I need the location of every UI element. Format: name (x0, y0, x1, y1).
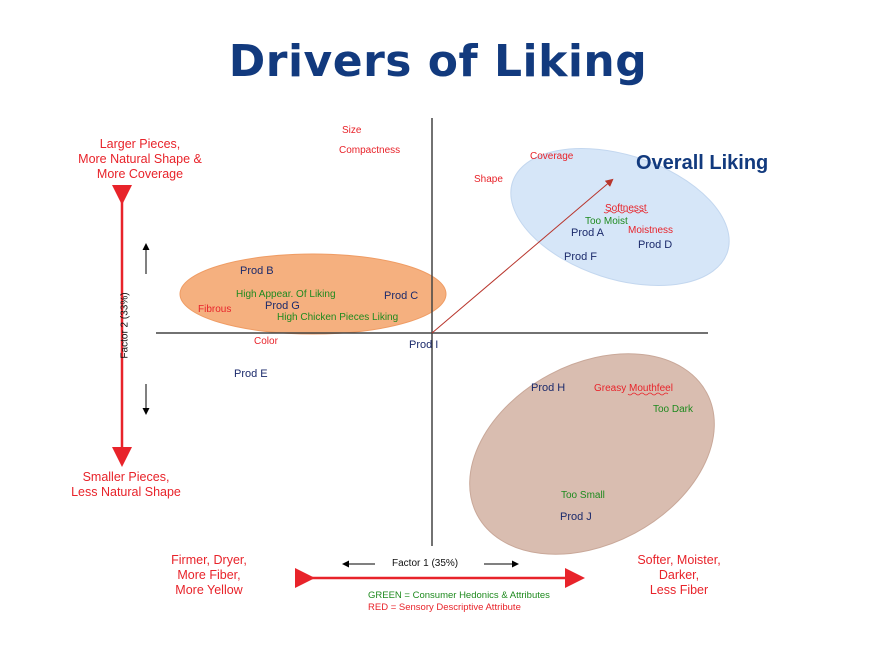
prod-g: Prod G (265, 300, 300, 312)
right-axis-description: Softer, Moister, Darker, Less Fiber (637, 553, 721, 597)
top-line-2: More Natural Shape & (78, 152, 202, 166)
hedonic-high-chicken: High Chicken Pieces Liking (277, 312, 399, 323)
prod-d: Prod D (638, 239, 673, 251)
sensory-compactness: Compactness (339, 145, 401, 156)
factor1-label: Factor 1 (35%) (392, 558, 459, 569)
page-title: Drivers of Liking (228, 36, 648, 87)
prod-c: Prod C (384, 290, 419, 302)
top-axis-description: Larger Pieces, More Natural Shape & More… (70, 137, 210, 182)
sensory-size: Size (342, 125, 362, 136)
legend-red: RED = Sensory Descriptive Attribute (368, 602, 521, 613)
prod-e: Prod E (234, 368, 268, 380)
overall-liking-label: Overall Liking (636, 152, 769, 174)
sensory-softness: Softnesst (605, 203, 647, 214)
factor2-label: Factor 2 (33%) (119, 292, 131, 359)
sensory-color: Color (254, 336, 278, 347)
top-line-1: Larger Pieces, (99, 137, 181, 151)
prod-a: Prod A (571, 227, 605, 239)
sensory-greasy-mouthfeel: Greasy Mouthfeel (594, 383, 673, 394)
greasy-underline (627, 392, 669, 396)
blue-group-ellipse (510, 147, 730, 287)
prod-j: Prod J (560, 511, 592, 523)
legend: GREEN = Consumer Hedonics & Attributes R… (368, 590, 550, 614)
prod-i: Prod I (409, 339, 439, 351)
hedonic-too-dark: Too Dark (653, 404, 694, 415)
prod-b: Prod B (240, 265, 274, 277)
hedonic-high-appear: High Appear. Of Liking (236, 289, 336, 300)
top-line-3: More Coverage (96, 167, 184, 181)
hedonic-too-moist: Too Moist (585, 216, 628, 227)
sensory-coverage: Coverage (530, 151, 574, 162)
softness-underline (603, 210, 649, 214)
sensory-moistness: Moistness (628, 225, 674, 236)
sensory-shape: Shape (474, 174, 503, 185)
orange-group-ellipse (179, 253, 447, 335)
legend-green: GREEN = Consumer Hedonics & Attributes (368, 590, 550, 601)
sensory-fibrous: Fibrous (198, 304, 232, 315)
left-axis-description: Firmer, Dryer, More Fiber, More Yellow (171, 553, 247, 597)
prod-f: Prod F (564, 251, 598, 263)
hedonic-too-small: Too Small (561, 490, 605, 501)
prod-h: Prod H (531, 382, 566, 394)
liking-vector (431, 178, 614, 334)
bottom-axis-description: Smaller Pieces, Less Natural Shape (71, 470, 181, 499)
brown-group-ellipse (469, 353, 715, 555)
